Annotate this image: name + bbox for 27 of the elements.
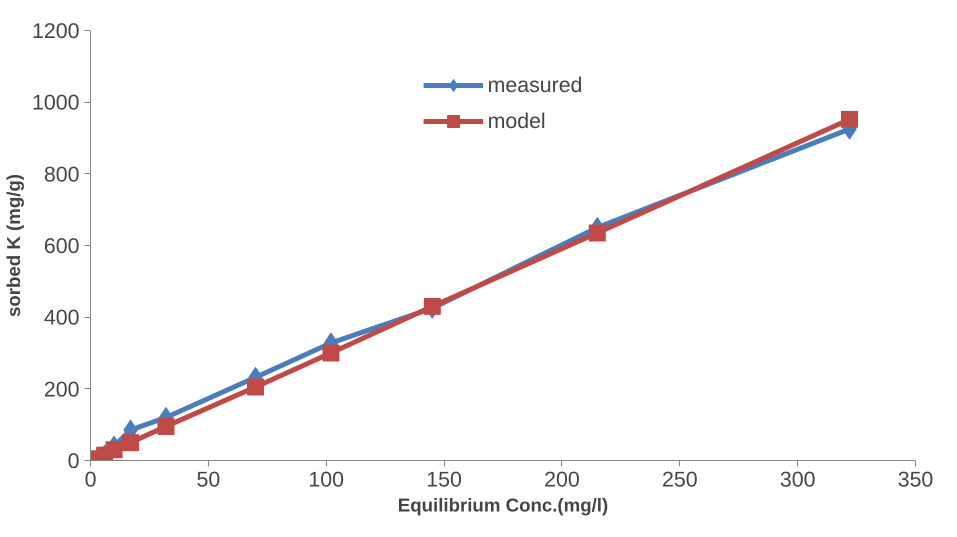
y-tick-label: 1000: [32, 90, 80, 115]
point: [247, 378, 264, 396]
point: [122, 434, 140, 452]
x-tick-label: 250: [662, 468, 698, 492]
x-tick-label: 350: [898, 468, 934, 492]
x-tick-label: 100: [308, 468, 344, 492]
point: [157, 418, 174, 435]
point: [424, 298, 441, 315]
x-tick-label: 300: [780, 468, 816, 492]
y-tick-label: 1200: [32, 19, 80, 43]
y-tick-label: 0: [68, 449, 80, 473]
x-tick-label: 150: [426, 468, 462, 492]
x-tick-label: 0: [84, 468, 97, 492]
point: [588, 224, 606, 242]
legend-label: model: [488, 108, 546, 134]
legend-label: measured: [488, 72, 582, 98]
y-axis-title: sorbed K (mg/g): [3, 174, 24, 318]
x-tick-label: 200: [544, 468, 580, 492]
point: [106, 441, 123, 458]
y-tick-label: 400: [44, 306, 80, 330]
y-tick-label: 600: [44, 234, 80, 258]
y-tick-label: 800: [44, 162, 80, 186]
point: [322, 344, 340, 362]
point: [841, 110, 858, 128]
y-tick-label: 200: [44, 377, 80, 402]
x-tick-label: 50: [196, 468, 220, 492]
x-axis-title: Equilibrium Conc.(mg/l): [398, 494, 608, 516]
